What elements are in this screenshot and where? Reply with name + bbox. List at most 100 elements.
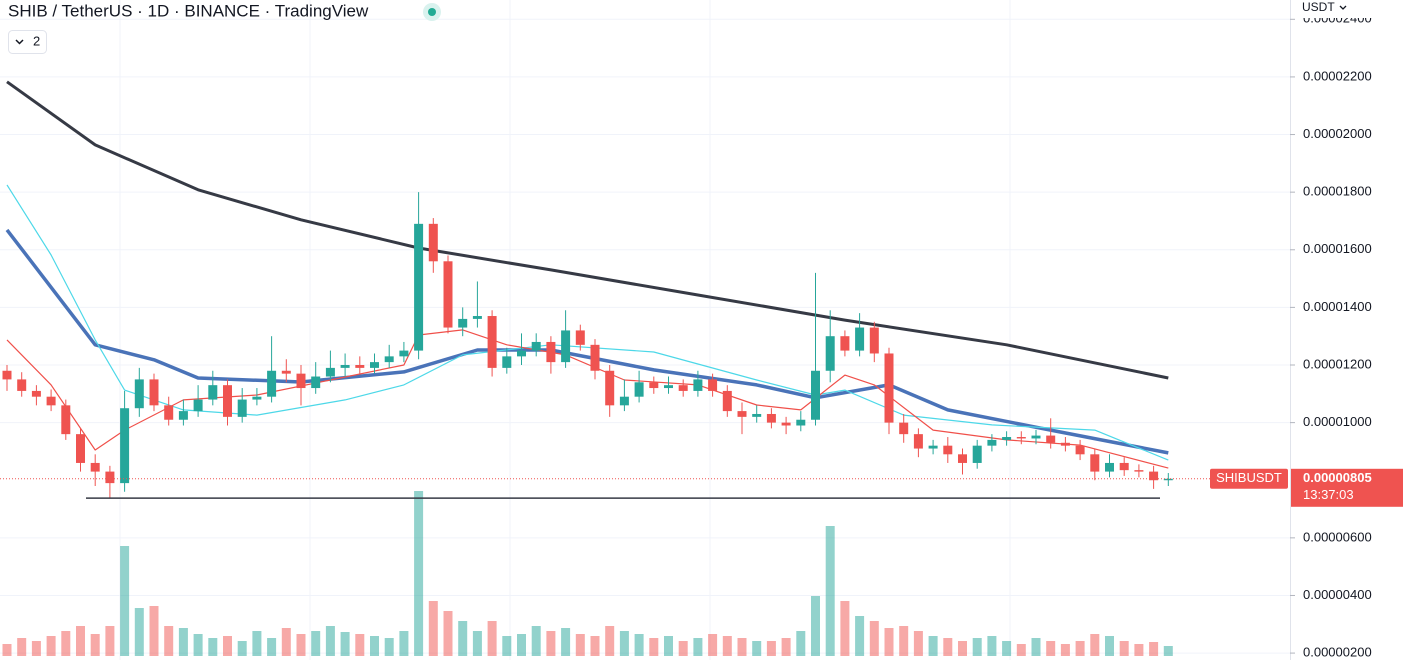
candle-body — [884, 353, 894, 423]
volume-bar — [517, 634, 526, 656]
candle-body — [1090, 454, 1100, 472]
candle-body — [46, 396, 56, 406]
candle-body — [237, 399, 247, 417]
candle-body — [722, 390, 732, 412]
y-tick-label: 0.00001800 — [1303, 184, 1372, 199]
candle-body — [708, 379, 718, 391]
candle-body — [443, 261, 453, 328]
candle-body — [928, 445, 938, 449]
candle-body — [267, 370, 277, 397]
candle-body — [399, 350, 409, 357]
volume-bar — [811, 596, 820, 656]
market-status-dot — [428, 8, 436, 16]
candle-body — [223, 385, 232, 417]
volume-bar — [120, 546, 130, 656]
volume-bar — [1016, 644, 1026, 656]
candle-body — [61, 405, 71, 435]
candle-body — [1046, 435, 1056, 443]
volume-bar — [193, 634, 203, 656]
volume-bar — [546, 631, 556, 656]
y-tick-label: 0.00000200 — [1303, 645, 1372, 660]
volume-bar — [781, 638, 791, 656]
volume-bar — [149, 606, 159, 656]
volume-bar — [575, 634, 585, 656]
chevron-icon — [15, 39, 24, 45]
candle-body — [76, 434, 85, 463]
candle-body — [2, 370, 12, 380]
volume-bar — [664, 636, 673, 656]
volume-bar — [1090, 634, 1100, 656]
candle-body — [355, 365, 365, 368]
candle-body — [296, 373, 306, 389]
currency-selector[interactable]: USDT — [1302, 0, 1335, 14]
volume-bar — [428, 601, 438, 656]
volume-bar — [825, 526, 835, 656]
candle-body — [458, 318, 468, 328]
candle-body — [561, 330, 571, 363]
candle-body — [590, 344, 600, 371]
volume-bar — [752, 641, 762, 656]
volume-bar — [443, 611, 453, 656]
volume-bar — [1134, 644, 1144, 656]
candle-body — [428, 223, 438, 262]
volume-bar — [458, 621, 468, 656]
candle-body — [972, 445, 982, 463]
candle-body — [913, 434, 923, 449]
volume-bar — [531, 626, 541, 656]
candle-body — [149, 379, 159, 406]
candle-body — [678, 385, 688, 391]
candle-body — [752, 413, 762, 417]
candle-body — [1031, 435, 1041, 439]
candle-body — [664, 385, 673, 389]
volume-bar — [340, 632, 350, 656]
candle-body — [987, 439, 997, 446]
candle-body — [796, 419, 806, 426]
volume-bar — [605, 626, 615, 656]
volume-bar — [737, 638, 747, 656]
candle-body — [252, 396, 262, 400]
volume-bar — [561, 628, 571, 656]
volume-bar — [884, 628, 894, 656]
candle-body — [193, 399, 203, 412]
volume-bar — [590, 636, 600, 656]
y-tick-label: 0.00002000 — [1303, 126, 1372, 141]
candle-body — [208, 385, 218, 400]
volume-bar — [267, 638, 277, 656]
volume-bar — [649, 638, 659, 656]
volume-bar — [237, 641, 247, 656]
volume-bar — [972, 638, 982, 656]
candle-body — [1105, 462, 1114, 472]
volume-bar — [1046, 641, 1056, 656]
volume-bar — [1060, 644, 1070, 656]
y-tick-label: 0.00001600 — [1303, 241, 1372, 256]
candle-body — [693, 379, 703, 391]
candle-body — [17, 379, 27, 391]
candle-body — [899, 422, 909, 435]
candle-body — [825, 336, 835, 371]
candle-body — [619, 396, 629, 406]
last-price-label: 0.00000805 — [1303, 470, 1372, 485]
volume-bar — [840, 601, 850, 656]
volume-bar — [928, 636, 938, 656]
candle-body — [311, 376, 321, 389]
candle-body — [811, 370, 820, 420]
volume-bar — [134, 608, 144, 656]
volume-bar — [766, 641, 776, 656]
volume-bar — [178, 628, 188, 656]
volume-bar — [869, 621, 879, 656]
indicator-toggle[interactable] — [8, 30, 47, 54]
currency-header — [1292, 0, 1403, 18]
y-tick-label: 0.00000400 — [1303, 587, 1372, 602]
volume-bar — [1163, 646, 1173, 656]
candle-body — [958, 454, 967, 463]
candle-body — [120, 408, 130, 484]
volume-bar — [1119, 641, 1129, 656]
symbol-label: SHIBUSDT — [1216, 470, 1282, 485]
volume-bar — [1149, 642, 1159, 656]
volume-bar — [1075, 641, 1085, 656]
candle-body — [325, 367, 335, 377]
volume-bar — [296, 634, 306, 656]
